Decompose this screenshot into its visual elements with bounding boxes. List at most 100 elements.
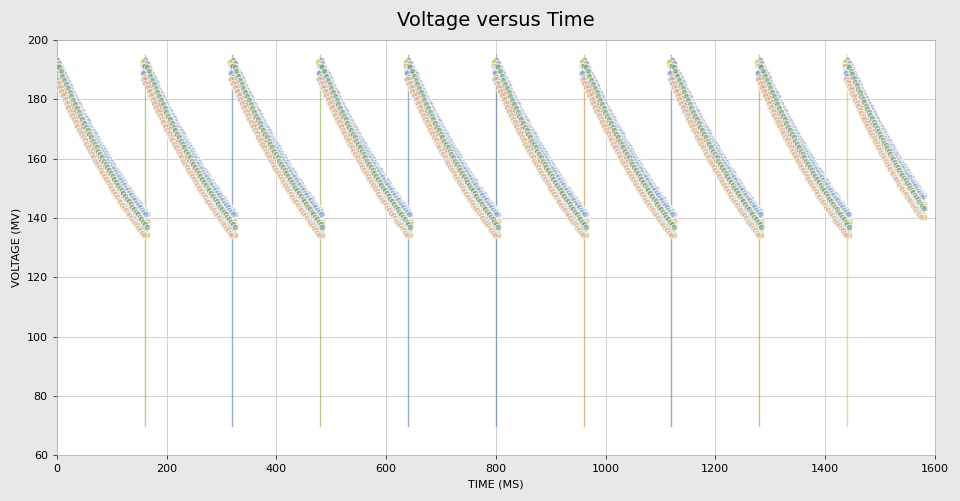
- Point: [689, 107, 705, 115]
- Point: [592, 100, 608, 108]
- Point: [899, 171, 914, 179]
- Point: [824, 189, 839, 197]
- Point: [892, 166, 907, 174]
- Point: [895, 164, 910, 172]
- Point: [395, 201, 410, 209]
- Point: [117, 201, 132, 209]
- Point: [846, 85, 861, 93]
- Point: [589, 89, 605, 97]
- Point: [218, 214, 233, 222]
- Point: [632, 185, 647, 193]
- Point: [682, 105, 697, 113]
- Point: [886, 161, 901, 169]
- Point: [718, 166, 733, 174]
- Point: [634, 188, 649, 196]
- Point: [746, 207, 761, 215]
- Point: [290, 198, 305, 206]
- Point: [576, 73, 591, 81]
- Point: [479, 206, 494, 214]
- Point: [317, 80, 332, 88]
- Point: [886, 155, 901, 163]
- Point: [224, 220, 239, 228]
- Point: [344, 137, 359, 145]
- Point: [851, 88, 866, 96]
- Point: [316, 79, 331, 87]
- Point: [863, 114, 878, 122]
- Point: [517, 120, 533, 128]
- Point: [576, 223, 591, 231]
- Point: [744, 209, 759, 217]
- Point: [911, 199, 926, 207]
- Point: [636, 180, 652, 188]
- Point: [116, 197, 132, 205]
- Point: [743, 218, 758, 226]
- Point: [574, 220, 589, 228]
- Point: [458, 188, 473, 196]
- Point: [820, 186, 835, 194]
- Point: [673, 78, 688, 86]
- Point: [260, 131, 276, 139]
- Point: [199, 189, 214, 197]
- Point: [220, 226, 235, 234]
- Point: [243, 118, 258, 126]
- Point: [277, 175, 293, 183]
- Point: [687, 128, 703, 136]
- Point: [530, 146, 545, 154]
- Point: [593, 108, 609, 116]
- Point: [158, 125, 174, 133]
- Point: [897, 183, 912, 191]
- Point: [100, 171, 115, 179]
- Point: [431, 117, 446, 125]
- Point: [305, 198, 321, 206]
- Point: [517, 123, 533, 131]
- Point: [84, 130, 99, 138]
- Point: [438, 134, 453, 142]
- Point: [694, 133, 709, 141]
- Point: [272, 152, 287, 160]
- Point: [821, 206, 836, 214]
- Point: [892, 163, 907, 171]
- Point: [675, 82, 690, 90]
- Point: [578, 220, 593, 228]
- Point: [199, 195, 214, 203]
- Point: [599, 114, 614, 122]
- Point: [848, 80, 863, 88]
- Point: [56, 80, 71, 88]
- Point: [227, 63, 242, 71]
- Point: [150, 86, 165, 94]
- Point: [391, 208, 406, 216]
- Point: [210, 194, 226, 202]
- Point: [171, 133, 186, 141]
- Point: [347, 124, 362, 132]
- Point: [231, 77, 247, 85]
- Point: [341, 118, 356, 126]
- Point: [755, 69, 770, 77]
- Point: [520, 140, 536, 148]
- Point: [552, 178, 567, 186]
- Point: [377, 183, 393, 191]
- Point: [379, 189, 395, 197]
- Point: [752, 219, 767, 227]
- Point: [248, 109, 263, 117]
- Point: [390, 200, 405, 208]
- Point: [579, 69, 594, 77]
- Point: [537, 154, 552, 162]
- Point: [533, 167, 548, 175]
- Point: [839, 220, 854, 228]
- Point: [298, 201, 313, 209]
- Point: [324, 88, 340, 96]
- Point: [789, 155, 804, 163]
- Point: [660, 219, 675, 227]
- Point: [597, 110, 612, 118]
- Point: [592, 102, 608, 110]
- Point: [802, 163, 817, 171]
- Point: [675, 89, 690, 97]
- Point: [594, 100, 610, 108]
- Point: [711, 165, 727, 173]
- Point: [59, 87, 74, 95]
- Point: [619, 158, 635, 166]
- Point: [156, 106, 172, 114]
- Point: [586, 80, 601, 88]
- Point: [419, 93, 434, 101]
- Point: [100, 160, 115, 168]
